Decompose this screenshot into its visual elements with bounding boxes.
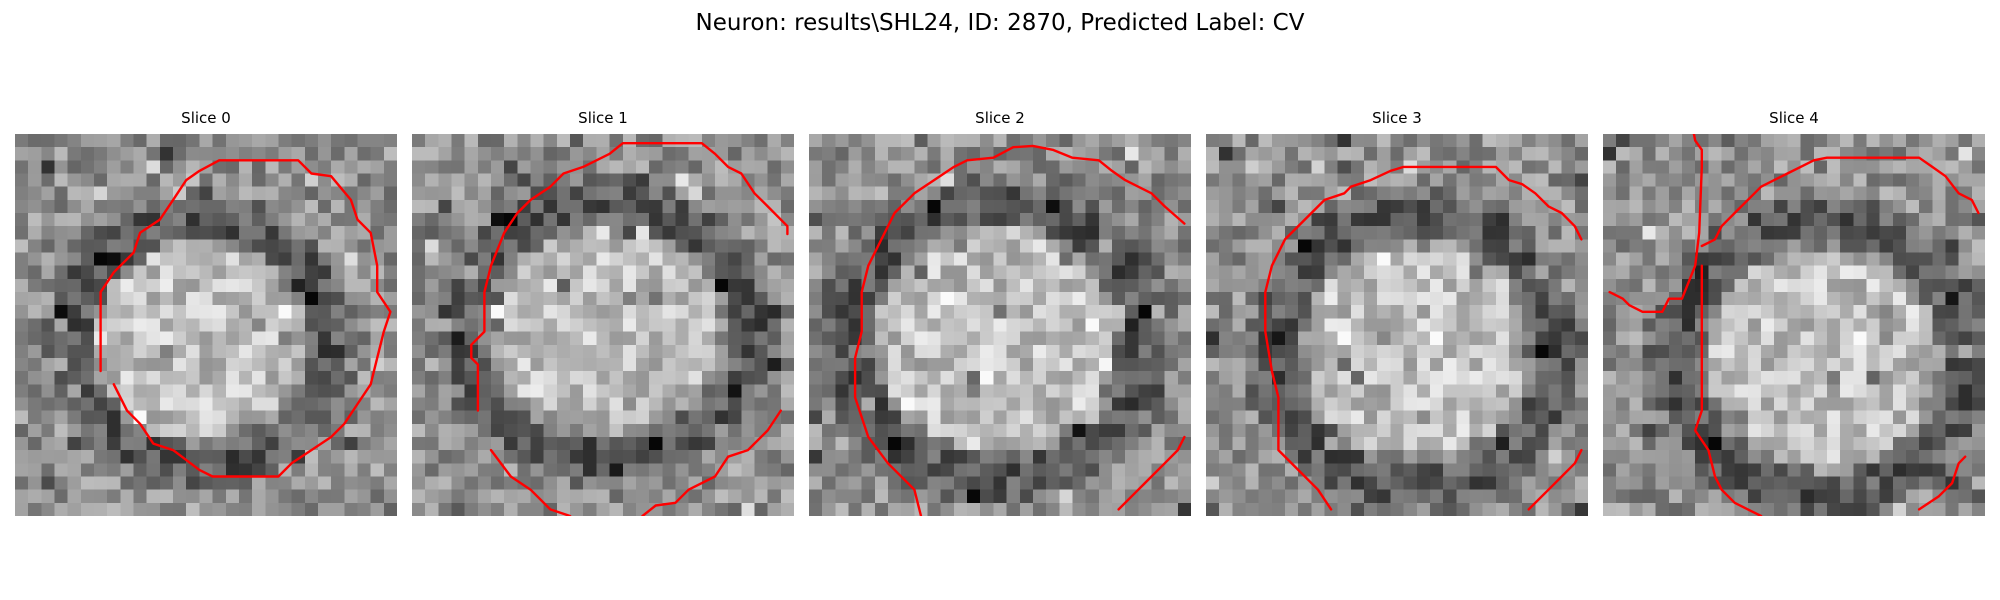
slice-title: Slice 2 (975, 109, 1025, 127)
roi-contour (1117, 435, 1186, 511)
roi-contour (470, 141, 789, 412)
slice-image (809, 134, 1191, 516)
roi-contour (1527, 448, 1583, 511)
roi-contour (1693, 264, 1763, 516)
roi-contour (489, 448, 572, 516)
slice-image (15, 134, 397, 516)
slice-panel-3: Slice 3 (1206, 108, 1588, 520)
slice-panel-4: Slice 4 (1603, 108, 1985, 520)
slice-title: Slice 4 (1769, 109, 1819, 127)
roi-contour (1264, 165, 1583, 511)
slice-panel-0: Slice 0 (15, 108, 397, 520)
slice-title: Slice 1 (578, 109, 628, 127)
slice-panel-1: Slice 1 (412, 108, 794, 520)
slice-title: Slice 3 (1372, 109, 1422, 127)
roi-contour (853, 144, 1186, 516)
slice-image (1603, 134, 1985, 516)
slice-title: Slice 0 (181, 109, 231, 127)
figure-title: Neuron: results\SHL24, ID: 2870, Predict… (695, 10, 1305, 36)
roi-contour (99, 159, 392, 478)
slice-image (1206, 134, 1588, 516)
roi-contour (1700, 156, 1980, 248)
roi-contour (641, 409, 782, 516)
roi-contour (1608, 134, 1704, 314)
slice-panel-2: Slice 2 (809, 108, 1191, 520)
roi-contour (1917, 455, 1967, 511)
slice-image (412, 134, 794, 516)
